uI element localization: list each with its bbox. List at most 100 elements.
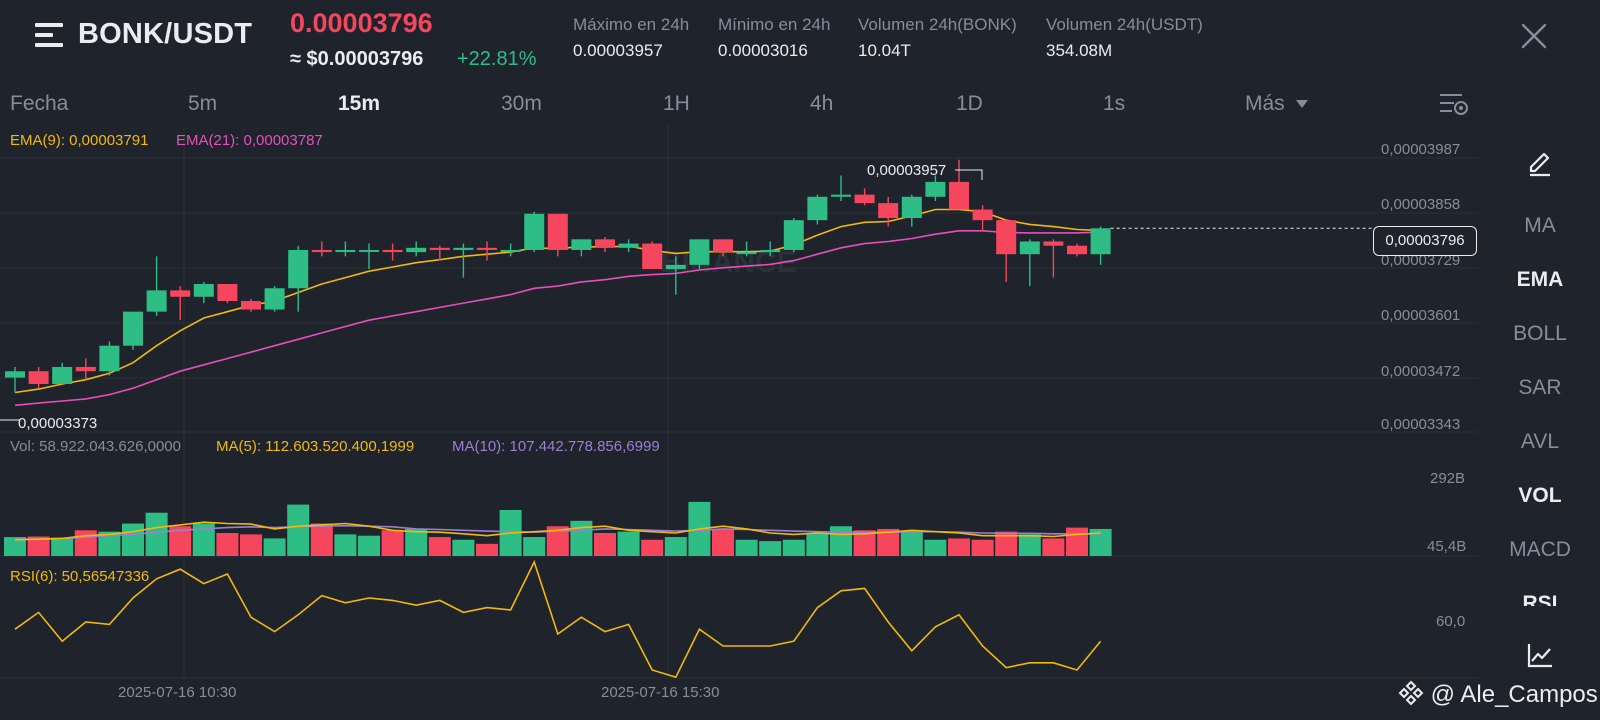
close-icon[interactable] xyxy=(1518,20,1550,52)
indicator-sar[interactable]: SAR xyxy=(1518,376,1562,399)
indicator-vol[interactable]: VOL xyxy=(1518,484,1562,507)
volume-bar xyxy=(405,528,428,556)
draw-tool-button[interactable] xyxy=(1480,147,1600,183)
candle-body xyxy=(311,249,332,253)
candle-body xyxy=(854,194,875,204)
indicator-rsi[interactable]: RSI xyxy=(1522,592,1558,606)
candle-body xyxy=(665,264,686,270)
tab-1s[interactable]: 1s xyxy=(1103,92,1126,115)
volume-bar xyxy=(334,534,357,556)
candle-body xyxy=(5,371,25,378)
volume-ma-lines xyxy=(14,521,1101,541)
candle-body xyxy=(760,249,781,253)
candle-body xyxy=(382,249,403,253)
candle-body xyxy=(783,220,804,250)
caret-down-icon xyxy=(1295,100,1308,109)
candle-body xyxy=(453,247,474,250)
candle-body xyxy=(618,243,639,248)
volume-bar xyxy=(853,530,876,556)
candle-body xyxy=(571,239,592,250)
pencil-icon xyxy=(1529,152,1550,177)
candle-body xyxy=(52,366,73,384)
candle-body xyxy=(689,239,710,265)
candle-body xyxy=(359,249,379,252)
volume-bar xyxy=(74,530,97,556)
pair-title[interactable]: BONK/USDT xyxy=(78,18,253,50)
rsi-legend: RSI(6): 50,56547336 xyxy=(10,568,150,585)
indicator-ema[interactable]: EMA xyxy=(1516,268,1564,291)
tab-more-label: Más xyxy=(1245,92,1285,115)
price-axis-label: 0,00003343 xyxy=(1381,416,1461,433)
candle-body xyxy=(123,311,143,346)
author-watermark: @ Ale_Campos xyxy=(1398,680,1598,709)
volume-bar xyxy=(664,537,687,556)
volume-bar xyxy=(452,539,475,556)
volume-bar xyxy=(263,538,286,556)
candle-body xyxy=(972,209,993,221)
binance-logo-icon xyxy=(1398,680,1424,706)
stat-vol-base-label: Volumen 24h(BONK) xyxy=(858,15,1017,34)
indicator-avl[interactable]: AVL xyxy=(1520,430,1560,453)
volume-bar xyxy=(523,537,546,556)
vol-legend: Vol: 58.922.043.626,0000 xyxy=(10,438,181,455)
candle-body xyxy=(996,220,1017,255)
candle-body xyxy=(807,196,828,221)
candle-body xyxy=(477,247,497,250)
vol-ma5-path xyxy=(14,521,1101,541)
volume-bar xyxy=(51,537,74,556)
tab-4h[interactable]: 4h xyxy=(810,92,834,115)
rsi-line xyxy=(14,559,1102,679)
time-axis-label: 2025-07-16 15:30 xyxy=(601,684,720,701)
indicator-settings-button[interactable] xyxy=(1480,640,1600,676)
tab-1h[interactable]: 1H xyxy=(663,92,690,115)
volume-bar xyxy=(1042,538,1065,556)
chart-settings-icon[interactable] xyxy=(1438,90,1470,118)
volume-bar xyxy=(192,523,215,556)
volume-bar xyxy=(381,530,404,556)
price-change: +22.81% xyxy=(457,48,537,70)
candle-body xyxy=(335,249,356,253)
tab-fecha[interactable]: Fecha xyxy=(10,92,69,115)
indicator-boll[interactable]: BOLL xyxy=(1513,322,1567,345)
volume-bar xyxy=(617,531,640,556)
candle-body xyxy=(75,366,96,372)
ema21-line xyxy=(14,230,1101,407)
candle-body xyxy=(500,249,521,252)
volume-bars xyxy=(4,501,1112,556)
high-marker-leader xyxy=(955,169,983,180)
indicator-ma[interactable]: MA xyxy=(1524,214,1556,237)
price-axis-label: 0,00003858 xyxy=(1381,196,1461,213)
candle-body xyxy=(547,213,568,250)
ema9-legend: EMA(9): 0,00003791 xyxy=(10,132,149,149)
price-axis-label: 0,00003472 xyxy=(1381,363,1461,380)
volume-bar xyxy=(169,526,192,556)
last-price: 0.00003796 xyxy=(290,8,433,38)
volume-bar xyxy=(735,539,758,556)
candle-body xyxy=(736,252,757,255)
chart-canvas[interactable]: BINANCE xyxy=(0,125,1478,685)
vol-ma5-legend: MA(5): 112.603.520.400,1999 xyxy=(216,438,415,455)
candle-body xyxy=(1090,228,1111,255)
vol-ma10-legend: MA(10): 107.442.778.856,6999 xyxy=(452,438,660,455)
candle-body xyxy=(217,284,238,302)
candle-body xyxy=(193,284,214,297)
volume-bar xyxy=(476,543,498,556)
tab-15m[interactable]: 15m xyxy=(338,92,381,115)
high-price-marker: 0,00003957 xyxy=(867,162,947,179)
volume-bar xyxy=(995,531,1018,556)
stat-vol-base-value: 10.04T xyxy=(858,41,911,60)
stat-low-value: 0.00003016 xyxy=(718,41,808,60)
tab-more[interactable]: Más xyxy=(1245,92,1309,116)
tab-5m[interactable]: 5m xyxy=(188,92,218,115)
volume-bar xyxy=(759,541,782,556)
tab-1d[interactable]: 1D xyxy=(956,92,983,115)
candle-body xyxy=(713,239,733,253)
volume-bar xyxy=(98,531,121,556)
tab-30m[interactable]: 30m xyxy=(501,92,542,115)
candle-body xyxy=(146,290,167,312)
menu-icon[interactable] xyxy=(33,20,65,50)
volume-bar xyxy=(287,504,310,556)
indicator-macd[interactable]: MACD xyxy=(1509,538,1571,561)
candle-body xyxy=(170,290,191,297)
volume-bar xyxy=(145,512,168,556)
